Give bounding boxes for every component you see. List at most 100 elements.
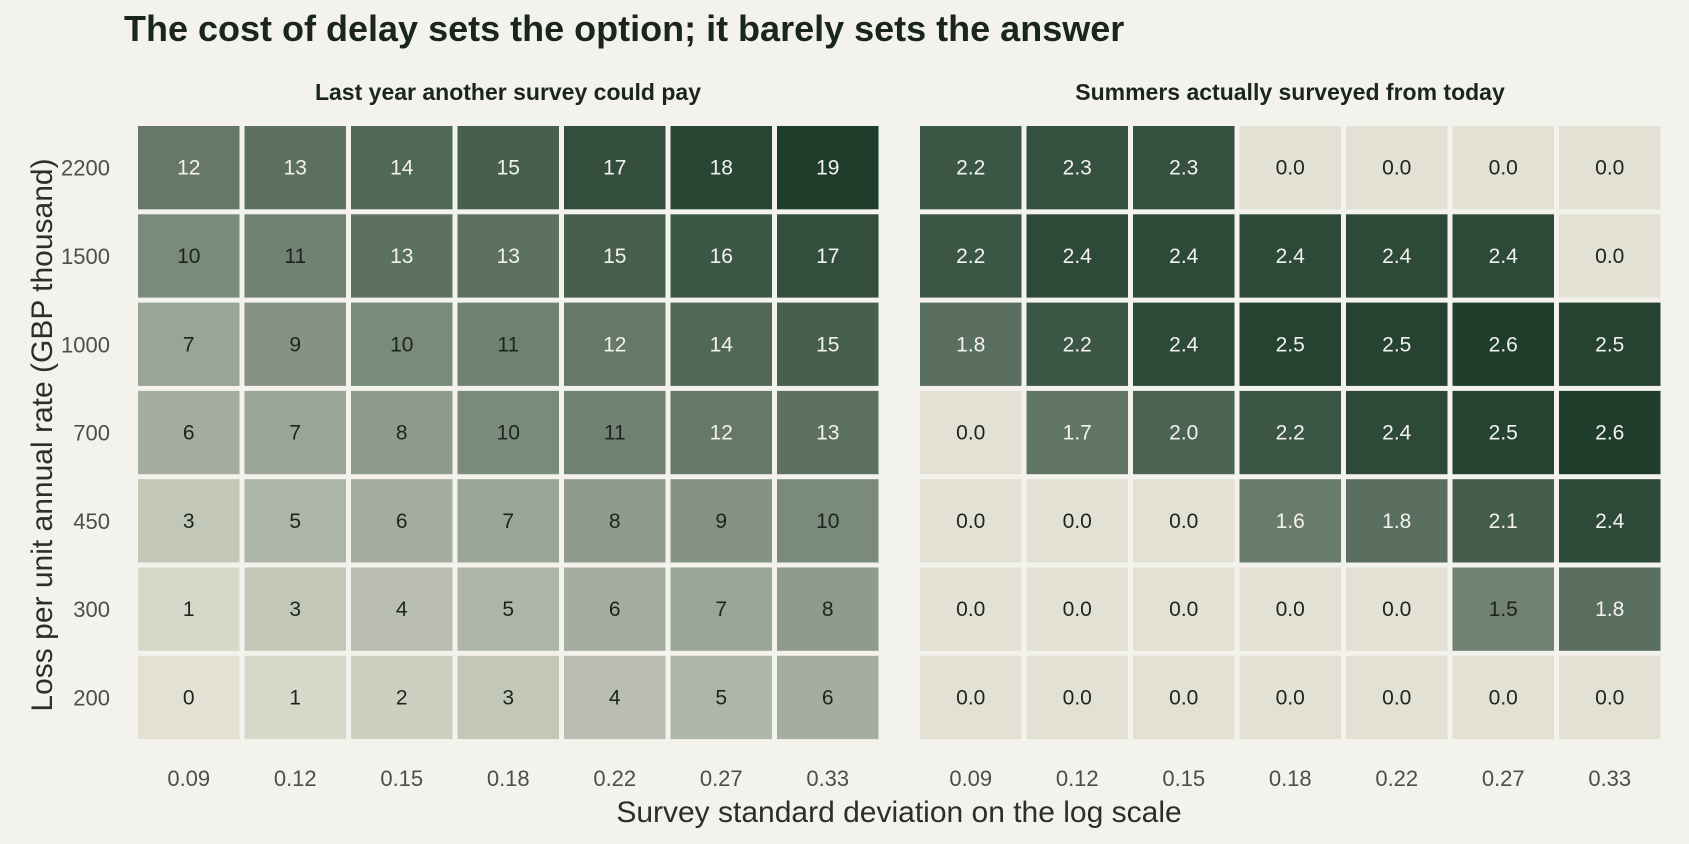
heatmap-cell <box>1559 214 1661 298</box>
cell-value-label: 0.0 <box>1382 157 1411 180</box>
cell-value-label: 4 <box>396 598 408 621</box>
cell-value-label: 19 <box>816 157 839 180</box>
cell-value-label: 2.4 <box>1063 245 1093 268</box>
heatmap-cell <box>1346 214 1448 298</box>
heatmap-cell <box>920 302 1022 386</box>
heatmap-cell <box>670 390 772 475</box>
cell-value-label: 2.6 <box>1489 333 1518 356</box>
cell-value-label: 7 <box>502 510 514 533</box>
cell-value-label: 2.4 <box>1169 245 1199 268</box>
x-tick-label: 0.33 <box>806 766 849 791</box>
heatmap-cell <box>1452 302 1554 386</box>
heatmap-cell <box>777 302 879 386</box>
cell-value-label: 2.4 <box>1382 245 1412 268</box>
cell-value-label: 10 <box>497 422 520 445</box>
heatmap-cell <box>564 567 666 651</box>
heatmap-cell <box>244 567 346 651</box>
heatmap-cell <box>457 126 559 210</box>
heatmap-cell <box>670 302 772 386</box>
cell-value-label: 2.2 <box>956 157 985 180</box>
y-axis-title: Loss per unit annual rate (GBP thousand) <box>26 158 59 711</box>
cell-value-label: 12 <box>177 157 200 180</box>
cell-value-label: 2.4 <box>1276 245 1306 268</box>
heatmap-cell <box>920 126 1022 210</box>
heatmap-cell <box>1239 390 1341 475</box>
heatmap-cell <box>1452 567 1554 651</box>
cell-value-label: 13 <box>816 422 839 445</box>
cell-value-label: 0.0 <box>1063 598 1092 621</box>
heatmap-cell <box>564 655 666 740</box>
heatmap-cell <box>351 479 453 563</box>
x-tick-label: 0.18 <box>487 766 530 791</box>
cell-value-label: 9 <box>289 333 301 356</box>
heatmap-cell <box>1452 126 1554 210</box>
heatmap-cell <box>1133 390 1235 475</box>
panel-title-left: Last year another survey could pay <box>315 79 701 105</box>
cell-value-label: 6 <box>822 686 834 709</box>
heatmap-cell <box>138 390 240 475</box>
heatmap-cell <box>1559 302 1661 386</box>
heatmap-cell <box>138 567 240 651</box>
y-tick-label: 1000 <box>61 332 110 357</box>
cell-value-label: 9 <box>715 510 727 533</box>
heatmap-cell <box>1346 390 1448 475</box>
heatmap-cell <box>670 655 772 740</box>
heatmap-cell <box>1133 655 1235 740</box>
y-tick-label: 700 <box>73 421 110 446</box>
x-tick-label: 0.15 <box>1162 766 1205 791</box>
cell-value-label: 1.6 <box>1276 510 1305 533</box>
cell-value-label: 0.0 <box>1063 510 1092 533</box>
heatmap-cell <box>564 302 666 386</box>
x-axis-title: Survey standard deviation on the log sca… <box>616 796 1181 829</box>
heatmap-cell <box>670 126 772 210</box>
heatmap-cell <box>351 567 453 651</box>
cell-value-label: 1.7 <box>1063 422 1092 445</box>
heatmap-cell <box>1133 567 1235 651</box>
cell-value-label: 0.0 <box>1276 157 1305 180</box>
cell-value-label: 2.5 <box>1276 333 1305 356</box>
heatmap-cell <box>670 214 772 298</box>
cell-value-label: 13 <box>390 245 413 268</box>
cell-value-label: 3 <box>183 510 195 533</box>
heatmap-cell <box>1452 479 1554 563</box>
heatmap-cell <box>1026 655 1128 740</box>
heatmap-cell <box>138 214 240 298</box>
cell-value-label: 15 <box>816 333 839 356</box>
heatmap-cell <box>1452 390 1554 475</box>
heatmap-cell <box>457 567 559 651</box>
heatmap-cell <box>920 479 1022 563</box>
heatmap-cell <box>138 655 240 740</box>
cell-value-label: 13 <box>497 245 520 268</box>
cell-value-label: 2.0 <box>1169 422 1198 445</box>
cell-value-label: 2.5 <box>1382 333 1411 356</box>
heatmap-cell <box>777 479 879 563</box>
cell-value-label: 11 <box>497 333 519 356</box>
heatmap-cell <box>1026 126 1128 210</box>
heatmap-cell <box>244 126 346 210</box>
cell-value-label: 0.0 <box>956 686 985 709</box>
cell-value-label: 1 <box>183 598 195 621</box>
heatmap-cell <box>1346 479 1448 563</box>
heatmap-cell <box>457 655 559 740</box>
cell-value-label: 7 <box>289 422 301 445</box>
cell-value-label: 0.0 <box>1382 686 1411 709</box>
cell-value-label: 2.5 <box>1595 333 1624 356</box>
cell-value-label: 10 <box>390 333 413 356</box>
heatmap-cell <box>777 567 879 651</box>
cell-value-label: 14 <box>710 333 734 356</box>
cell-value-label: 2.2 <box>956 245 985 268</box>
heatmap-cell <box>244 479 346 563</box>
cell-value-label: 0.0 <box>1489 686 1518 709</box>
heatmap-cell <box>920 214 1022 298</box>
heatmap-cell <box>564 214 666 298</box>
cell-value-label: 16 <box>710 245 733 268</box>
cell-value-label: 7 <box>183 333 195 356</box>
heatmap-cell <box>777 390 879 475</box>
heatmap-cell <box>1133 126 1235 210</box>
cell-value-label: 0.0 <box>1595 245 1624 268</box>
x-tick-label: 0.09 <box>167 766 210 791</box>
cell-value-label: 1.8 <box>1382 510 1411 533</box>
heatmap-cell <box>351 655 453 740</box>
cell-value-label: 10 <box>816 510 839 533</box>
